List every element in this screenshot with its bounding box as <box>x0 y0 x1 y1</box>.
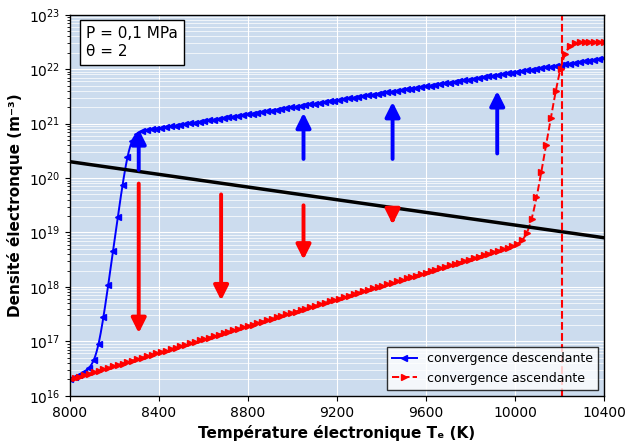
convergence descendante <box>585 58 592 64</box>
convergence descendante <box>584 58 592 64</box>
convergence descendante <box>326 99 334 104</box>
X-axis label: Température électronique Tₑ (K): Température électronique Tₑ (K) <box>198 425 475 441</box>
Text: P = 0,1 MPa
θ = 2: P = 0,1 MPa θ = 2 <box>85 26 178 59</box>
convergence ascendante <box>311 303 319 308</box>
convergence descendante <box>66 377 73 382</box>
convergence ascendante <box>487 250 494 256</box>
convergence descendante <box>600 56 608 61</box>
convergence descendante <box>487 73 494 79</box>
convergence ascendante <box>585 39 592 45</box>
Legend: convergence descendante, convergence ascendante: convergence descendante, convergence asc… <box>387 347 598 389</box>
Y-axis label: Densité électronque (m⁻³): Densité électronque (m⁻³) <box>7 94 23 317</box>
convergence ascendante <box>326 299 334 304</box>
Line: convergence descendante: convergence descendante <box>67 56 607 382</box>
convergence ascendante <box>66 377 73 382</box>
Line: convergence ascendante: convergence ascendante <box>67 39 607 382</box>
convergence ascendante <box>584 39 592 45</box>
convergence ascendante <box>600 39 608 45</box>
convergence descendante <box>93 348 101 353</box>
convergence descendante <box>311 101 319 106</box>
convergence ascendante <box>93 369 101 374</box>
